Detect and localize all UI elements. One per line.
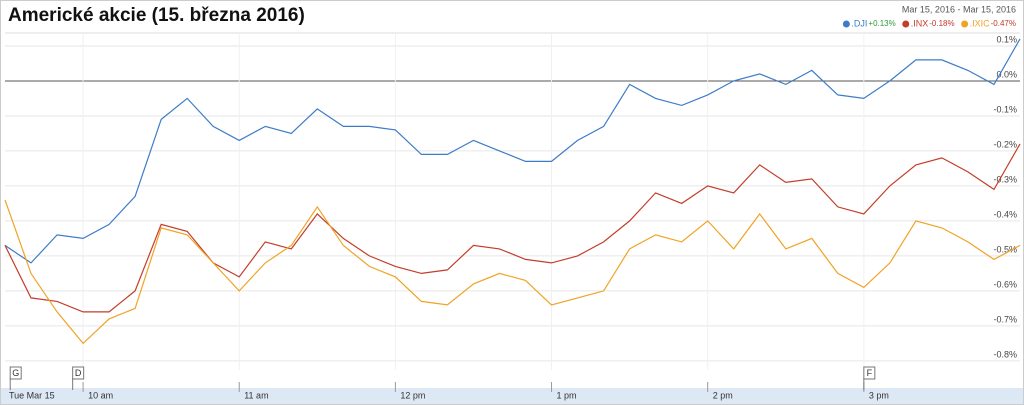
x-tick-label: 12 pm — [400, 390, 425, 400]
x-tick-label: 11 am — [244, 390, 268, 400]
legend-change: -0.18% — [929, 19, 954, 28]
flag — [863, 366, 876, 380]
y-tick-label: -0.8% — [993, 349, 1017, 359]
flag-label: D — [75, 368, 82, 378]
legend-name: .DJI — [851, 18, 867, 28]
date-range: Mar 15, 2016 - Mar 15, 2016 — [902, 4, 1016, 14]
y-tick-label: -0.4% — [993, 209, 1017, 219]
date-label: Tue Mar 15 — [9, 390, 55, 400]
x-tick-label: 2 pm — [713, 390, 733, 400]
legend-change: +0.13% — [868, 19, 895, 28]
flag — [9, 366, 22, 380]
flag-label: G — [12, 368, 19, 378]
flag-label: F — [867, 368, 873, 378]
legend-swatch — [902, 20, 910, 28]
legend-name: .IXIC — [970, 18, 991, 28]
legend-change: -0.47% — [991, 19, 1016, 28]
y-tick-label: -0.2% — [993, 139, 1017, 149]
time-bar — [1, 388, 1023, 404]
y-tick-label: -0.7% — [993, 314, 1017, 324]
series-line — [4, 38, 1021, 264]
y-tick-label: -0.6% — [993, 279, 1017, 289]
legend-name: .INX — [911, 18, 929, 28]
y-tick-label: 0.0% — [996, 69, 1017, 79]
x-tick-label: 1 pm — [557, 390, 577, 400]
y-tick-label: 0.1% — [996, 34, 1017, 44]
legend-swatch — [961, 20, 969, 28]
legend-swatch — [842, 20, 850, 28]
x-tick-label: 10 am — [88, 390, 113, 400]
x-tick-label: 3 pm — [869, 390, 889, 400]
series-line — [4, 143, 1021, 313]
chart-title: Americké akcie (15. března 2016) — [8, 5, 305, 26]
flag — [72, 366, 85, 380]
series-line — [4, 199, 1021, 345]
y-tick-label: -0.1% — [993, 104, 1017, 114]
y-tick-label: -0.5% — [993, 244, 1017, 254]
y-tick-label: -0.3% — [993, 174, 1017, 184]
